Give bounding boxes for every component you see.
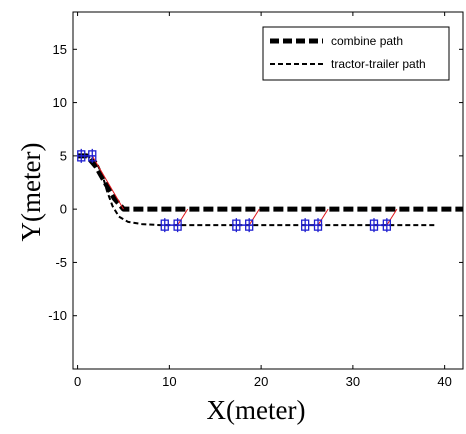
y-tick-label: 5 xyxy=(60,148,67,163)
y-axis-label: Y(meter) xyxy=(16,143,46,242)
tick-labels: 0 10 20 30 40 -10 -5 0 5 10 15 xyxy=(48,42,452,389)
legend: combine path tractor-trailer path xyxy=(262,26,450,81)
x-tick-label: 10 xyxy=(162,374,176,389)
hitch-connector xyxy=(91,155,124,210)
hitch-connector xyxy=(317,208,329,226)
y-tick-label: -5 xyxy=(55,255,67,270)
x-tick-label: 40 xyxy=(437,374,451,389)
legend-label-tractor-trailer-path: tractor-trailer path xyxy=(331,57,426,71)
hitch-connector xyxy=(386,208,398,226)
x-tick-label: 20 xyxy=(254,374,268,389)
y-tick-label: 15 xyxy=(53,42,67,57)
y-tick-label: 0 xyxy=(60,202,67,217)
hitch-connector xyxy=(248,208,260,226)
legend-label-combine-path: combine path xyxy=(331,34,403,48)
plot-frame xyxy=(72,11,464,370)
y-tick-label: 10 xyxy=(53,95,67,110)
tractor-trailer-marker xyxy=(232,218,254,233)
series-line-combine-path xyxy=(77,153,463,212)
tractor-trailer-marker xyxy=(77,148,97,163)
x-tick-label: 0 xyxy=(74,374,81,389)
x-axis-label: X(meter) xyxy=(207,395,306,425)
legend-box xyxy=(262,26,450,81)
y-tick-label: -10 xyxy=(48,308,67,323)
series-line-tractor-trailer-path xyxy=(77,154,436,227)
x-tick-label: 30 xyxy=(346,374,360,389)
hitch-connector xyxy=(177,208,189,226)
tractor-trailer-marker xyxy=(160,218,182,233)
vehicle-layer xyxy=(77,148,398,233)
axes xyxy=(72,11,464,370)
series-layer xyxy=(77,153,463,227)
tractor-trailer-marker xyxy=(301,218,323,233)
tractor-trailer-marker xyxy=(369,218,391,233)
